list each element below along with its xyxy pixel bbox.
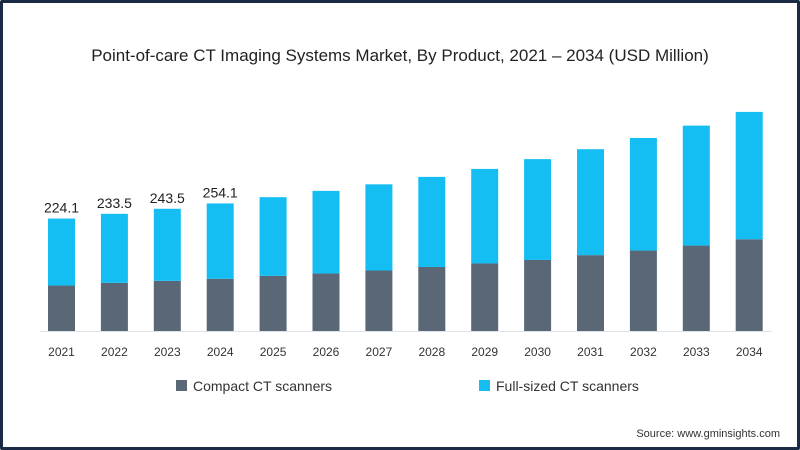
bar-compact-2029 [471, 263, 499, 332]
bar-compact-2021 [48, 285, 75, 332]
legend: Compact CT scanners Full-sized CT scanne… [176, 378, 639, 394]
x-tick-label: 2026 [313, 345, 340, 359]
legend-label-full-sized: Full-sized CT scanners [496, 378, 639, 394]
bar-full-sized-2023 [153, 208, 181, 281]
bar-full-sized-2024 [206, 203, 234, 279]
bar-full-sized-2022 [100, 213, 128, 283]
x-tick-label: 2021 [48, 345, 75, 359]
data-label-2022: 233.5 [97, 195, 132, 211]
bar-full-sized-2021 [48, 218, 75, 286]
bar-compact-2023 [153, 280, 181, 332]
chart-title: Point-of-care CT Imaging Systems Market,… [91, 46, 709, 65]
x-tick-label: 2032 [630, 345, 657, 359]
x-tick-label: 2024 [207, 345, 234, 359]
bar-compact-2028 [418, 266, 446, 332]
bar-full-sized-2032 [629, 137, 657, 251]
bar-compact-2026 [312, 273, 340, 332]
bar-full-sized-2034 [735, 111, 763, 240]
bar-compact-2025 [259, 275, 287, 332]
legend-swatch-compact [176, 380, 187, 391]
data-labels: 224.1 233.5 243.5 254.1 [44, 184, 238, 215]
x-tick-label: 2022 [101, 345, 128, 359]
legend-label-compact: Compact CT scanners [193, 378, 332, 394]
x-tick-label: 2027 [366, 345, 393, 359]
x-tick-label: 2031 [577, 345, 604, 359]
source-note: Source: www.gminsights.com [636, 428, 780, 440]
x-ticks: 2021 2022 2023 2024 2025 2026 2027 2028 2029 2030… [48, 345, 763, 359]
bar-compact-2024 [206, 278, 234, 332]
bar-full-sized-2026 [312, 190, 340, 274]
bar-full-sized-2031 [577, 149, 604, 256]
x-tick-label: 2034 [736, 345, 763, 359]
data-label-2024: 254.1 [203, 184, 238, 200]
data-label-2023: 243.5 [150, 190, 185, 206]
x-tick-label: 2030 [524, 345, 551, 359]
bar-compact-2032 [629, 250, 657, 332]
bar-compact-2034 [735, 239, 763, 332]
x-tick-label: 2028 [418, 345, 445, 359]
x-tick-label: 2033 [683, 345, 710, 359]
legend-swatch-full-sized [479, 380, 490, 391]
x-tick-label: 2023 [154, 345, 181, 359]
x-tick-label: 2029 [471, 345, 498, 359]
bar-full-sized-2029 [471, 168, 499, 264]
bar-compact-2031 [577, 255, 604, 332]
bar-full-sized-2028 [418, 176, 446, 267]
data-label-2021: 224.1 [44, 200, 79, 216]
x-tick-label: 2025 [260, 345, 287, 359]
bar-compact-2033 [682, 245, 710, 332]
bar-full-sized-2025 [259, 197, 287, 276]
bar-compact-2030 [524, 259, 552, 332]
bar-full-sized-2027 [365, 184, 393, 271]
bar-compact-2022 [100, 282, 128, 332]
bar-full-sized-2033 [682, 125, 710, 246]
bar-full-sized-2030 [524, 159, 552, 260]
bar-compact-2027 [365, 270, 393, 332]
bars-group [48, 111, 763, 332]
